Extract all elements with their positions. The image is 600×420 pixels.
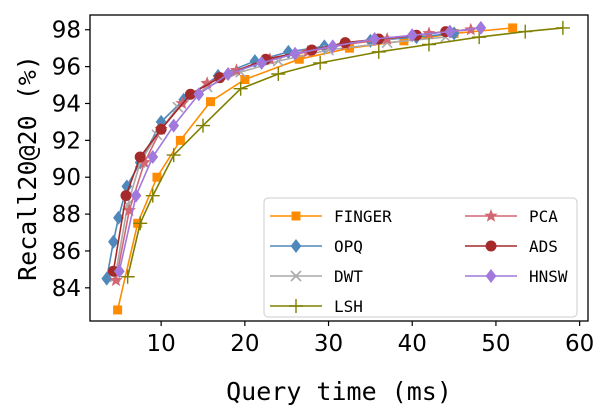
data-point-finger: [294, 54, 304, 64]
legend-label: HNSW: [529, 267, 568, 286]
y-axis-label: Recall20@20 (%): [13, 55, 42, 281]
legend-box: [263, 197, 578, 318]
data-point-lsh: [133, 216, 148, 231]
data-point-opq: [113, 210, 124, 225]
legend-marker: [485, 240, 497, 252]
data-point-hnsw: [475, 20, 487, 35]
y-axis-ticks: 84 86 88 90 92 94 96 98: [52, 18, 90, 302]
data-point-pca: [122, 203, 136, 217]
data-point-lsh: [233, 81, 248, 96]
data-point-lsh: [271, 66, 286, 81]
series-lsh: [120, 20, 570, 284]
data-point-hnsw: [222, 66, 234, 81]
y-tick-label: 86: [52, 239, 81, 265]
legend-item-finger: FINGER: [270, 207, 392, 226]
data-point-hnsw: [256, 55, 267, 70]
legend-marker: [289, 299, 303, 313]
data-point-lsh: [166, 148, 181, 163]
data-point-pca: [229, 63, 244, 76]
legend-label: LSH: [334, 297, 363, 316]
data-point-hnsw: [289, 46, 301, 61]
x-axis-ticks: 10 20 30 40 50 60: [147, 321, 594, 357]
data-point-hnsw: [130, 188, 142, 203]
y-tick-label: 92: [52, 128, 81, 154]
x-tick-label: 60: [565, 331, 594, 357]
data-point-ads: [184, 88, 196, 100]
y-tick-label: 88: [52, 202, 81, 228]
data-point-finger: [240, 75, 250, 85]
legend-label: FINGER: [334, 207, 392, 226]
data-point-opq: [101, 271, 113, 286]
data-point-pca: [200, 76, 214, 89]
y-tick-label: 84: [52, 276, 81, 302]
legend-marker: [291, 211, 301, 221]
data-point-ads: [120, 190, 132, 202]
legend: FINGER OPQ DWT LSH PCA ADS HNSW: [263, 197, 578, 318]
data-point-finger: [508, 23, 518, 33]
data-point-lsh: [120, 269, 135, 284]
y-tick-label: 98: [52, 18, 81, 44]
data-point-lsh: [313, 55, 328, 70]
x-axis-label: Query time (ms): [226, 377, 452, 406]
data-point-finger: [206, 97, 216, 107]
legend-item-opq: OPQ: [270, 237, 363, 256]
data-point-lsh: [371, 44, 386, 59]
data-point-hnsw: [444, 24, 456, 39]
data-point-hnsw: [168, 118, 180, 133]
legend-marker: [485, 269, 497, 283]
data-point-lsh: [518, 24, 533, 39]
data-point-hnsw: [406, 28, 418, 43]
legend-marker: [290, 270, 302, 282]
plot-frame: [89, 14, 589, 322]
data-point-lsh: [145, 188, 160, 203]
data-point-pca: [137, 155, 152, 169]
series-hnsw: [113, 20, 487, 279]
data-point-pca: [109, 273, 123, 287]
x-tick-label: 30: [314, 331, 343, 357]
data-point-pca: [175, 96, 189, 110]
legend-item-ads: ADS: [465, 237, 558, 256]
data-point-ads: [134, 151, 146, 163]
legend-label: PCA: [529, 207, 558, 226]
data-point-hnsw: [147, 149, 159, 164]
data-point-finger: [113, 305, 123, 315]
legend-item-pca: PCA: [465, 207, 558, 226]
data-point-hnsw: [113, 264, 125, 279]
x-tick-label: 10: [147, 331, 176, 357]
data-point-ads: [339, 37, 351, 49]
y-tick-label: 96: [52, 55, 81, 81]
legend-item-hnsw: HNSW: [465, 267, 568, 286]
x-tick-label: 40: [398, 331, 427, 357]
data-point-ads: [155, 123, 167, 135]
data-point-ads: [214, 72, 226, 84]
series-layer: [101, 20, 570, 315]
y-tick-label: 90: [52, 165, 81, 191]
legend-label: DWT: [334, 267, 363, 286]
x-tick-label: 50: [481, 331, 510, 357]
y-tick-label: 94: [52, 91, 81, 117]
x-tick-label: 20: [230, 331, 259, 357]
legend-item-dwt: DWT: [270, 267, 363, 286]
legend-label: OPQ: [334, 237, 363, 256]
data-point-finger: [152, 172, 162, 182]
legend-label: ADS: [529, 237, 558, 256]
data-point-hnsw: [193, 87, 205, 102]
data-point-hnsw: [327, 39, 339, 54]
legend-item-lsh: LSH: [270, 297, 363, 316]
legend-marker: [290, 239, 302, 253]
data-point-opq: [108, 234, 119, 249]
data-point-finger: [175, 135, 185, 145]
data-point-lsh: [421, 37, 436, 52]
data-point-lsh: [555, 20, 570, 35]
data-point-lsh: [195, 118, 210, 133]
data-point-pca: [422, 26, 436, 40]
legend-marker: [484, 209, 498, 222]
data-point-hnsw: [369, 31, 380, 46]
